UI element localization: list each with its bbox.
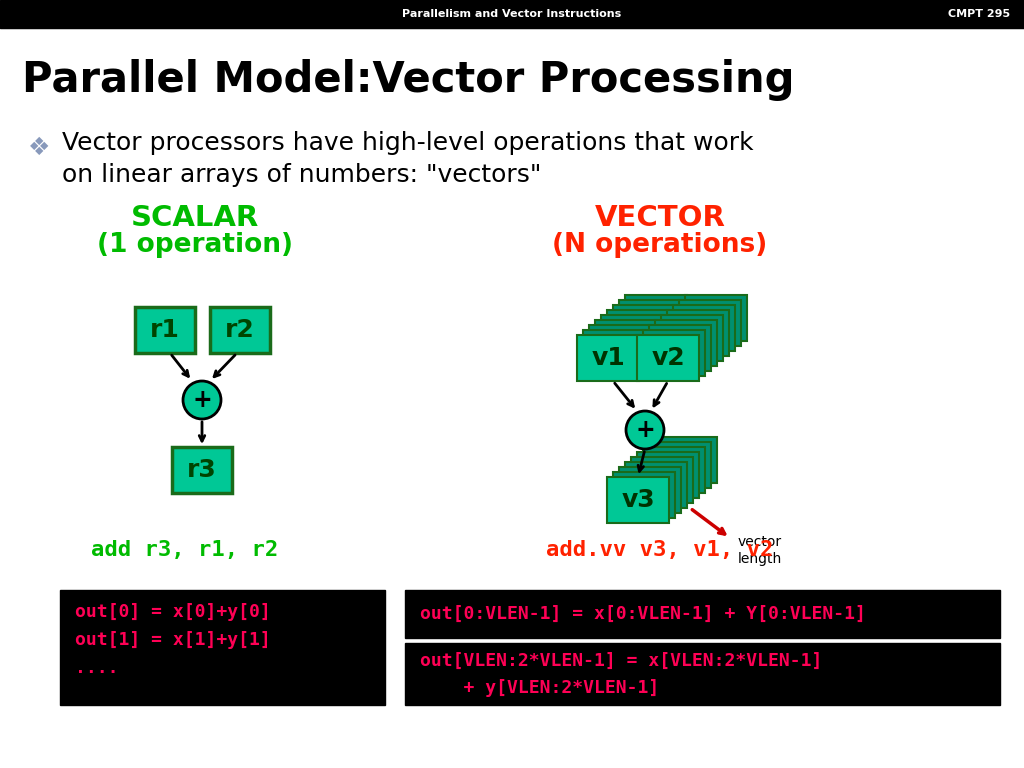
Text: r3: r3 xyxy=(187,458,217,482)
Bar xyxy=(406,590,1000,638)
FancyBboxPatch shape xyxy=(679,300,741,346)
FancyBboxPatch shape xyxy=(583,330,645,376)
Text: out[1] = x[1]+y[1]: out[1] = x[1]+y[1] xyxy=(75,631,270,649)
Text: vector
length: vector length xyxy=(738,535,782,566)
Text: Vector processors have high-level operations that work: Vector processors have high-level operat… xyxy=(62,131,754,155)
Text: SCALAR: SCALAR xyxy=(131,204,259,232)
FancyBboxPatch shape xyxy=(595,320,657,366)
FancyBboxPatch shape xyxy=(649,442,711,488)
Text: out[0] = x[0]+y[0]: out[0] = x[0]+y[0] xyxy=(75,603,270,621)
Text: add.vv v3, v1, v2: add.vv v3, v1, v2 xyxy=(547,540,774,560)
FancyBboxPatch shape xyxy=(625,295,687,341)
Text: add r3, r1, r2: add r3, r1, r2 xyxy=(91,540,279,560)
FancyBboxPatch shape xyxy=(589,325,651,371)
FancyBboxPatch shape xyxy=(618,300,681,346)
FancyBboxPatch shape xyxy=(607,477,669,523)
Circle shape xyxy=(183,381,221,419)
Text: ❖: ❖ xyxy=(28,136,50,160)
FancyBboxPatch shape xyxy=(637,452,699,498)
Text: Parallelism and Vector Instructions: Parallelism and Vector Instructions xyxy=(402,9,622,19)
Text: r1: r1 xyxy=(151,318,180,342)
FancyBboxPatch shape xyxy=(625,462,687,508)
Bar xyxy=(0,0,1024,28)
Text: ....: .... xyxy=(75,659,119,677)
FancyBboxPatch shape xyxy=(637,335,699,381)
FancyBboxPatch shape xyxy=(685,295,746,341)
FancyBboxPatch shape xyxy=(673,305,735,351)
Text: CMPT 295: CMPT 295 xyxy=(948,9,1010,19)
Text: (1 operation): (1 operation) xyxy=(97,232,293,258)
Text: v2: v2 xyxy=(651,346,685,370)
Text: Parallel Model:Vector Processing: Parallel Model:Vector Processing xyxy=(22,59,795,101)
FancyBboxPatch shape xyxy=(618,467,681,513)
Bar xyxy=(406,643,1000,705)
FancyBboxPatch shape xyxy=(210,307,270,353)
FancyBboxPatch shape xyxy=(649,325,711,371)
FancyBboxPatch shape xyxy=(601,315,663,361)
Text: out[0:VLEN-1] = x[0:VLEN-1] + Y[0:VLEN-1]: out[0:VLEN-1] = x[0:VLEN-1] + Y[0:VLEN-1… xyxy=(420,605,866,623)
FancyBboxPatch shape xyxy=(631,457,693,503)
FancyBboxPatch shape xyxy=(643,447,705,493)
FancyBboxPatch shape xyxy=(577,335,639,381)
Text: out[VLEN:2*VLEN-1] = x[VLEN:2*VLEN-1]: out[VLEN:2*VLEN-1] = x[VLEN:2*VLEN-1] xyxy=(420,652,822,670)
FancyBboxPatch shape xyxy=(613,472,675,518)
Text: on linear arrays of numbers: "vectors": on linear arrays of numbers: "vectors" xyxy=(62,163,542,187)
Text: v3: v3 xyxy=(622,488,654,512)
FancyBboxPatch shape xyxy=(643,330,705,376)
Text: r2: r2 xyxy=(225,318,255,342)
FancyBboxPatch shape xyxy=(613,305,675,351)
Text: + y[VLEN:2*VLEN-1]: + y[VLEN:2*VLEN-1] xyxy=(420,679,659,697)
FancyBboxPatch shape xyxy=(655,320,717,366)
Text: v1: v1 xyxy=(591,346,625,370)
Text: +: + xyxy=(635,418,655,442)
FancyBboxPatch shape xyxy=(172,447,232,493)
Bar xyxy=(60,590,385,705)
Text: (N operations): (N operations) xyxy=(552,232,768,258)
Text: VECTOR: VECTOR xyxy=(595,204,725,232)
FancyBboxPatch shape xyxy=(607,310,669,356)
Circle shape xyxy=(626,411,664,449)
FancyBboxPatch shape xyxy=(135,307,195,353)
FancyBboxPatch shape xyxy=(655,437,717,483)
FancyBboxPatch shape xyxy=(667,310,729,356)
Text: +: + xyxy=(193,388,212,412)
FancyBboxPatch shape xyxy=(662,315,723,361)
